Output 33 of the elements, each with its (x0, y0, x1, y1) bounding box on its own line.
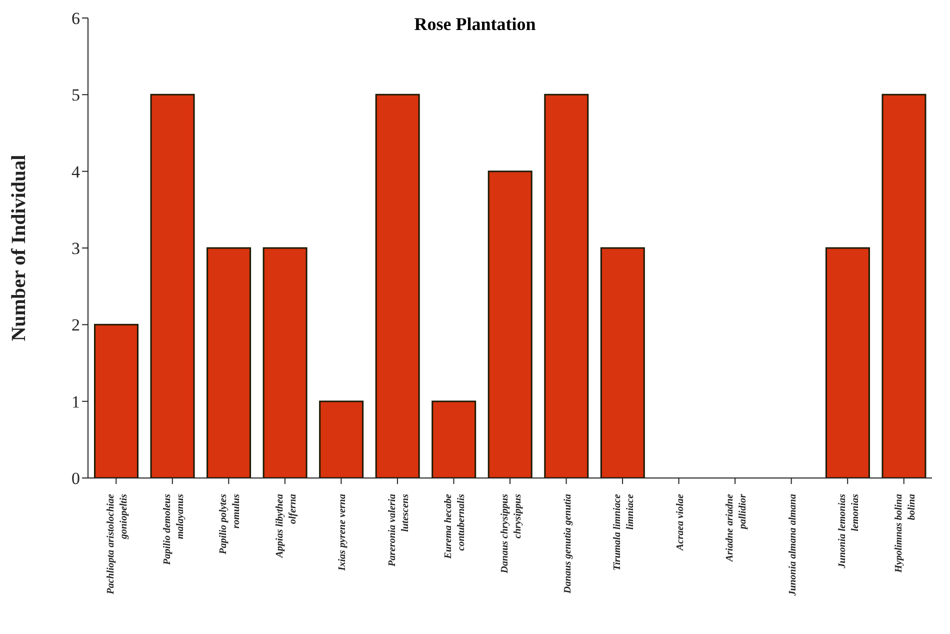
bar (600, 247, 645, 478)
bar (488, 170, 532, 478)
bar (262, 247, 308, 478)
y-tick-label: 4 (72, 162, 80, 182)
y-tick-label: 2 (72, 316, 80, 335)
y-tick-label: 3 (72, 239, 80, 258)
y-tick-label: 1 (72, 392, 80, 412)
y-tick-label: 5 (72, 86, 80, 105)
y-tick-label: 6 (72, 9, 80, 28)
bar (319, 400, 364, 478)
x-tick-label: Hypolimnas bolina bolina (893, 494, 918, 574)
bar (882, 94, 926, 478)
bar (206, 247, 252, 478)
x-tick-label: Ixias pyrene verna (337, 494, 348, 572)
chart-title: Rose Plantation (414, 14, 536, 34)
bar (432, 400, 476, 478)
bar (825, 247, 870, 478)
x-tick-label: Ariadne ariadne pallidior (724, 493, 749, 563)
x-tick-label: Papilio polytes romulus (218, 494, 242, 554)
x-tick-label: Pachliopta aristolochiae goniopeltis (106, 493, 130, 594)
x-tick-label: Appias libythea olferna (274, 494, 298, 559)
x-tick-label: Junonia lemonias lemonias (837, 494, 862, 570)
bar (375, 94, 420, 478)
x-tick-label: Danaus genutia genutia (562, 494, 574, 594)
x-tick-label: Junonia almana almana (787, 494, 798, 597)
y-tick-label: 0 (72, 469, 80, 488)
bar (150, 94, 195, 478)
bar (544, 94, 589, 478)
x-tick-label: Pareronia valeria lutescens (386, 494, 411, 566)
y-axis-title: Number of Individual (8, 154, 30, 342)
x-tick-label: Tirumala limniace limniace (612, 493, 636, 571)
bar (94, 324, 138, 478)
x-tick-label: Acraea violae (674, 493, 686, 552)
